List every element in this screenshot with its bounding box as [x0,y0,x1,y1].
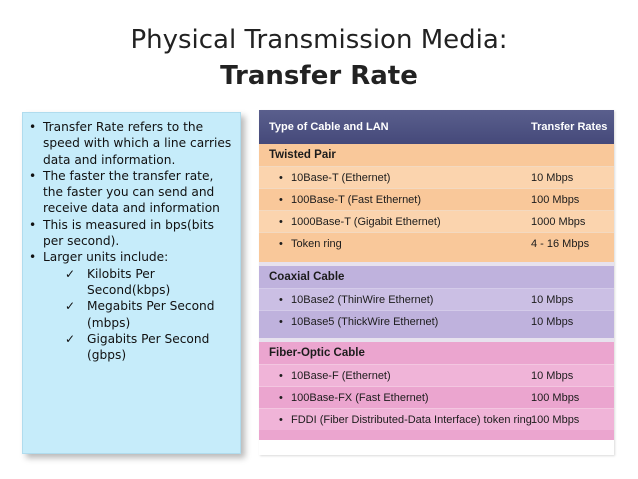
sub-bullet-text: Kilobits Per Second(kbps) [87,266,171,297]
bullet-item: This is measured in bps(bits per second)… [29,217,234,250]
checkmark-icon: ✓ [65,331,76,346]
table-row: • Token ring 4 - 16 Mbps [259,232,614,254]
cable-cell: 10Base-F (Ethernet) [291,370,391,382]
table-row: • 100Base-FX (Fast Ethernet) 100 Mbps [259,386,614,408]
cable-cell: Token ring [291,238,342,250]
rate-cell: 10 Mbps [531,294,574,306]
rate-cell: 100 Mbps [531,392,580,404]
transfer-rate-table: Type of Cable and LAN Transfer Rates Twi… [259,110,614,455]
cable-cell: 1000Base-T (Gigabit Ethernet) [291,216,441,228]
sub-bullet-text: Megabits Per Second (mbps) [87,299,215,330]
section-fiber-optic-cable: Fiber-Optic Cable • 10Base-F (Ethernet) 1… [259,342,614,440]
header-rate: Transfer Rates [531,121,608,133]
bullet-icon: • [279,294,283,306]
rate-cell: 100 Mbps [531,194,580,206]
slide-title-line2: Transfer Rate [220,61,418,91]
slide-title-line1: Physical Transmission Media: [130,25,508,55]
bullet-item: The faster the transfer rate, the faster… [29,168,234,217]
table-row: • 1000Base-T (Gigabit Ethernet) 1000 Mbps [259,210,614,232]
slide-title: Physical Transmission Media: Transfer Ra… [0,22,638,94]
cable-cell: 10Base5 (ThickWire Ethernet) [291,316,439,328]
rate-cell: 10 Mbps [531,172,574,184]
cable-cell: 10Base-T (Ethernet) [291,172,391,184]
bullet-icon: • [279,370,283,382]
sub-bullet-item: ✓ Megabits Per Second (mbps) [43,298,234,331]
checkmark-icon: ✓ [65,299,76,314]
section-divider [259,338,614,342]
bullet-icon: • [279,238,283,250]
table-row: • 10Base-T (Ethernet) 10 Mbps [259,166,614,188]
table-row: • 100Base-T (Fast Ethernet) 100 Mbps [259,188,614,210]
table-header: Type of Cable and LAN Transfer Rates [259,110,614,144]
rate-cell: 10 Mbps [531,316,574,328]
table-row: • FDDI (Fiber Distributed-Data Interface)… [259,408,614,430]
bullet-icon: • [279,392,283,404]
sub-bullet-list: ✓ Kilobits Per Second(kbps) ✓ Megabits P… [43,266,234,364]
section-heading: Fiber-Optic Cable [269,347,365,359]
bullet-icon: • [279,216,283,228]
section-heading: Coaxial Cable [269,271,345,283]
cable-cell: FDDI (Fiber Distributed-Data Interface) … [291,414,532,426]
bullet-panel: Transfer Rate refers to the speed with w… [22,112,241,454]
rate-cell: 100 Mbps [531,414,580,426]
bullet-icon: • [279,414,283,426]
table-row: • 10Base2 (ThinWire Ethernet) 10 Mbps [259,288,614,310]
table-row: • 10Base5 (ThickWire Ethernet) 10 Mbps [259,310,614,332]
bullet-icon: • [279,316,283,328]
table-row: • 10Base-F (Ethernet) 10 Mbps [259,364,614,386]
cable-cell: 10Base2 (ThinWire Ethernet) [291,294,434,306]
sub-bullet-item: ✓ Gigabits Per Second (gbps) [43,331,234,364]
section-heading: Twisted Pair [269,149,336,161]
bullet-item: Transfer Rate refers to the speed with w… [29,119,234,168]
rate-cell: 4 - 16 Mbps [531,238,590,250]
sub-bullet-text: Gigabits Per Second (gbps) [87,331,210,363]
bullet-icon: • [279,172,283,184]
bullet-icon: • [279,194,283,206]
cable-cell: 100Base-T (Fast Ethernet) [291,194,422,206]
checkmark-icon: ✓ [65,266,76,281]
rate-cell: 1000 Mbps [531,216,586,228]
bullet-item-text: Larger units include: [43,250,169,265]
cable-cell: 100Base-FX (Fast Ethernet) [291,392,429,404]
section-coaxial-cable: Coaxial Cable • 10Base2 (ThinWire Etherne… [259,266,614,338]
sub-bullet-item: ✓ Kilobits Per Second(kbps) [43,266,234,299]
bullet-item: Larger units include: ✓ Kilobits Per Sec… [29,249,234,363]
section-twisted-pair: Twisted Pair • 10Base-T (Ethernet) 10 Mbp… [259,144,614,262]
rate-cell: 10 Mbps [531,370,574,382]
header-cable: Type of Cable and LAN [269,121,389,133]
section-divider [259,262,614,266]
